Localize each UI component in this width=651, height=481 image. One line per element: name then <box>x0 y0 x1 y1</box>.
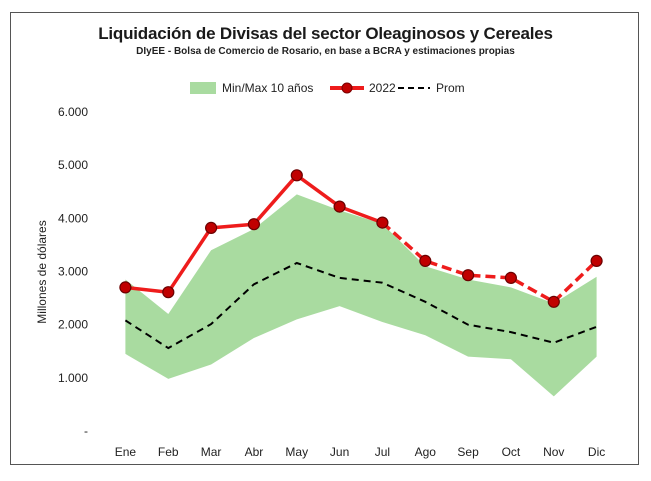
x-tick-label: Abr <box>245 445 264 459</box>
data-point-2022 <box>205 221 218 234</box>
chart-subtitle: DIyEE - Bolsa de Comercio de Rosario, en… <box>136 46 515 57</box>
series-line-2022-dashed <box>381 221 598 304</box>
y-tick-label: 5.000 <box>58 158 88 172</box>
y-tick-label: - <box>84 424 88 438</box>
y-axis-label: Millones de dólares <box>35 220 49 323</box>
y-tick-label: 2.000 <box>58 318 88 332</box>
y-tick-label: 4.000 <box>58 211 88 225</box>
data-point-2022 <box>333 200 346 213</box>
data-point-2022 <box>162 286 175 299</box>
y-tick-label: 3.000 <box>58 265 88 279</box>
x-axis-ticks: Ene Feb Mar Abr May Jun Jul Ago Sep Oct Nov Dic <box>115 445 606 459</box>
legend-marker-2022 <box>341 82 353 94</box>
data-point-2022 <box>247 218 260 231</box>
legend: Min/Max 10 años 2022 Prom <box>190 81 465 95</box>
legend-label-band: Min/Max 10 años <box>222 81 313 95</box>
data-point-2022 <box>590 254 603 267</box>
legend-swatch-band <box>190 82 216 94</box>
x-tick-label: Oct <box>502 445 521 459</box>
legend-label-2022: 2022 <box>369 81 396 95</box>
y-tick-label: 1.000 <box>58 371 88 385</box>
x-tick-label: Dic <box>588 445 605 459</box>
y-tick-label: 6.000 <box>58 105 88 119</box>
plot-area <box>119 169 603 397</box>
data-point-2022 <box>290 169 303 182</box>
x-tick-label: May <box>285 445 308 459</box>
data-point-2022 <box>119 281 132 294</box>
chart-title: Liquidación de Divisas del sector Oleagi… <box>98 24 553 43</box>
x-tick-label: Jun <box>330 445 349 459</box>
data-point-2022 <box>376 216 389 229</box>
data-point-2022 <box>504 271 517 284</box>
legend-label-prom: Prom <box>436 81 465 95</box>
y-axis-ticks: - 1.000 2.000 3.000 4.000 5.000 6.000 <box>58 105 88 438</box>
x-tick-label: Sep <box>457 445 479 459</box>
x-tick-label: Nov <box>543 445 564 459</box>
data-point-2022 <box>419 254 432 267</box>
x-tick-label: Ago <box>415 445 437 459</box>
x-tick-label: Mar <box>201 445 222 459</box>
x-tick-label: Jul <box>375 445 390 459</box>
band-min-max <box>125 194 597 397</box>
x-tick-label: Ene <box>115 445 137 459</box>
data-point-2022 <box>547 295 560 308</box>
x-tick-label: Feb <box>158 445 179 459</box>
data-point-2022 <box>462 269 475 282</box>
